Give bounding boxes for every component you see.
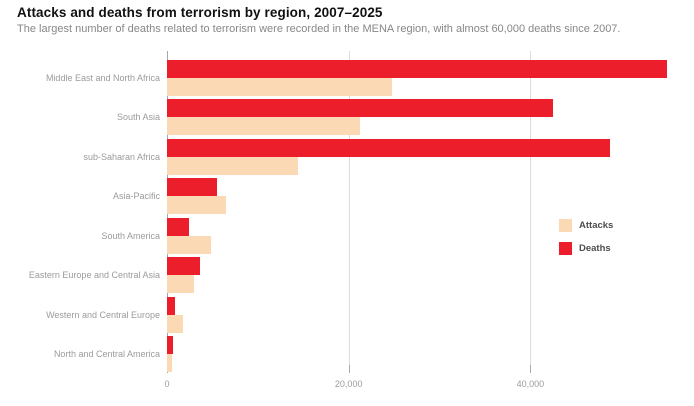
category-label: North and Central America xyxy=(53,349,160,360)
bar-attacks-south-america xyxy=(167,235,212,254)
bar-attacks-western-and-central-europe xyxy=(167,314,184,333)
bar-attacks-north-and-central-america xyxy=(167,354,172,373)
axis-tick-label: 40,000 xyxy=(516,379,545,389)
axis-tick xyxy=(530,365,532,373)
gridline xyxy=(348,51,350,373)
bar-attacks-eastern-europe-and-central-asia xyxy=(167,275,194,294)
category-label: Western and Central Europe xyxy=(46,309,160,320)
chart-title: Attacks and deaths from terrorism by reg… xyxy=(17,5,383,20)
axis-tick-label: 0 xyxy=(164,379,170,389)
axis-tick xyxy=(348,365,350,373)
legend-item-attacks: Attacks xyxy=(559,218,613,232)
legend-item-deaths: Deaths xyxy=(559,241,613,255)
bar-attacks-sub-saharan-africa xyxy=(167,156,298,175)
category-label: South America xyxy=(101,230,160,241)
bar-deaths-north-and-central-america xyxy=(167,336,173,355)
legend-label-deaths: Deaths xyxy=(579,242,611,254)
category-label: sub-Saharan Africa xyxy=(83,151,160,162)
legend-swatch-deaths xyxy=(559,241,572,255)
bar-attacks-south-asia xyxy=(167,117,360,136)
bar-deaths-south-asia xyxy=(167,99,554,118)
gridline xyxy=(530,51,532,373)
legend: Attacks Deaths xyxy=(559,218,613,264)
bar-deaths-western-and-central-europe xyxy=(167,296,176,315)
bar-deaths-south-america xyxy=(167,217,189,236)
bar-attacks-asia-pacific xyxy=(167,196,226,215)
bar-deaths-sub-saharan-africa xyxy=(167,138,611,157)
bar-deaths-asia-pacific xyxy=(167,178,217,197)
bar-deaths-eastern-europe-and-central-asia xyxy=(167,257,200,276)
legend-swatch-attacks xyxy=(559,218,572,232)
chart-subtitle: The largest number of deaths related to … xyxy=(17,23,621,35)
bar-attacks-middle-east-and-north-africa xyxy=(167,77,393,96)
category-label: South Asia xyxy=(116,112,160,123)
category-label: Eastern Europe and Central Asia xyxy=(28,270,160,281)
axis-tick-label: 20,000 xyxy=(334,379,363,389)
legend-label-attacks: Attacks xyxy=(579,219,614,231)
bar-deaths-middle-east-and-north-africa xyxy=(167,59,667,78)
category-label: Middle East and North Africa xyxy=(45,72,160,83)
category-label: Asia-Pacific xyxy=(112,191,160,202)
